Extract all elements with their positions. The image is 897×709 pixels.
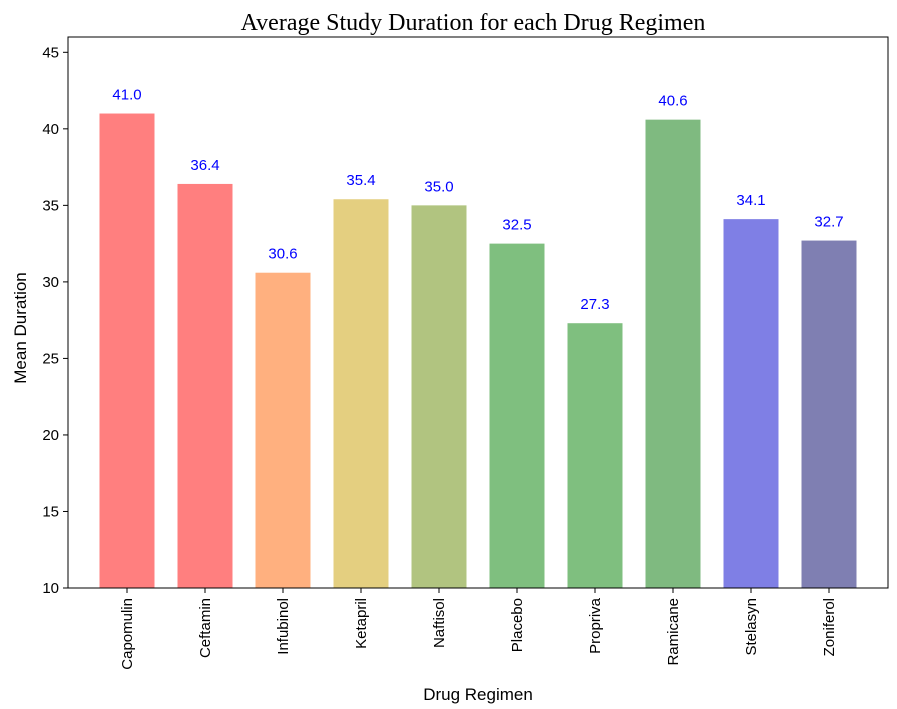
x-tick-label: Capomulin	[119, 598, 136, 670]
x-tick-label: Propriva	[587, 597, 604, 654]
data-label: 35.4	[346, 172, 375, 189]
y-tick-label: 15	[42, 503, 59, 520]
x-tick-label: Ramicane	[665, 598, 682, 666]
y-tick-label: 20	[42, 427, 59, 444]
data-label: 30.6	[268, 246, 297, 263]
chart-title: Average Study Duration for each Drug Reg…	[241, 10, 706, 36]
data-label: 35.0	[424, 178, 453, 195]
y-tick-label: 45	[42, 44, 59, 61]
bar-stelasyn	[723, 219, 779, 588]
data-label: 40.6	[658, 93, 687, 110]
bar-ceftamin	[177, 183, 233, 588]
y-axis: 10 15 20 25 30 35 40 45	[42, 44, 68, 597]
y-tick-label: 40	[42, 121, 59, 138]
x-axis: Capomulin Ceftamin Infubinol Ketapril Naftis…	[119, 588, 838, 670]
bar-capomulin	[99, 113, 155, 589]
data-label: 32.5	[502, 217, 531, 234]
y-tick-label: 25	[42, 350, 59, 367]
x-tick-label: Stelasyn	[743, 598, 760, 656]
bar-infubinol	[255, 272, 311, 588]
data-label: 34.1	[736, 192, 765, 209]
x-tick-label: Infubinol	[275, 598, 292, 655]
x-axis-label: Drug Regimen	[423, 685, 533, 704]
x-tick-label: Ketapril	[353, 598, 370, 649]
y-tick-label: 35	[42, 197, 59, 214]
plot-area: 41.0 36.4 30.6 35.4 35.0 32.5 27.3 40.6 34.1 32.7	[99, 87, 857, 589]
bar-ramicane	[645, 119, 701, 589]
bar-zoniferol	[801, 240, 857, 588]
x-tick-label: Placebo	[509, 598, 526, 652]
data-label: 36.4	[190, 157, 219, 174]
bar-ketapril	[333, 199, 389, 588]
bar-propriva	[567, 323, 623, 588]
x-tick-label: Zoniferol	[821, 598, 838, 656]
y-tick-label: 30	[42, 274, 59, 291]
x-tick-label: Ceftamin	[197, 598, 214, 658]
data-label: 32.7	[814, 214, 843, 231]
data-label: 27.3	[580, 296, 609, 313]
data-label: 41.0	[112, 87, 141, 104]
bar-naftisol	[411, 205, 467, 588]
y-axis-label: Mean Duration	[11, 272, 30, 384]
bar-placebo	[489, 243, 545, 588]
plot-frame	[67, 36, 889, 589]
y-tick-label: 10	[42, 580, 59, 597]
x-tick-label: Naftisol	[431, 598, 448, 648]
